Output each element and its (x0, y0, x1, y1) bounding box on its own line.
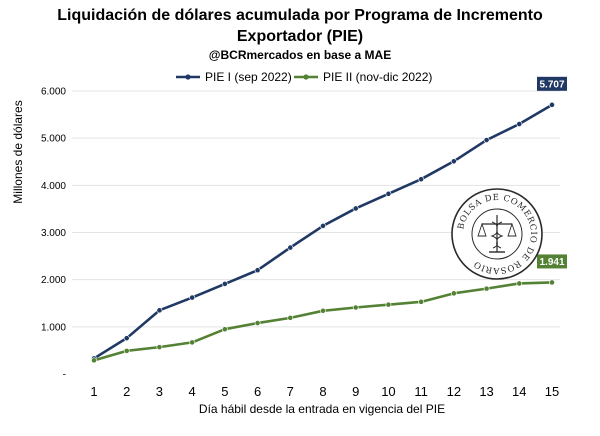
bcr-seal-logo: BOLSA DE COMERCIO DE ROSARIO (451, 188, 543, 280)
data-point (91, 357, 97, 364)
data-point (320, 307, 326, 314)
y-tick-label: - (63, 370, 66, 381)
series-layer: 5.707 1.941 (91, 76, 567, 364)
data-point (287, 314, 294, 321)
chart-title-line1: Liquidación de dólares acumulada por Pro… (57, 7, 543, 24)
data-point (320, 222, 326, 229)
data-point (549, 101, 555, 108)
data-point (287, 244, 294, 251)
legend-swatch-marker (303, 74, 309, 80)
y-tick-label: 5.000 (41, 134, 66, 145)
x-tick-label: 12 (447, 384, 461, 399)
y-tick-label: 4.000 (41, 181, 66, 192)
data-point (450, 290, 457, 297)
data-point (352, 304, 359, 311)
chart-subtitle: @BCRmercados en base a MAE (208, 48, 392, 62)
x-tick-label: 6 (254, 384, 261, 399)
y-axis-label: Millones de dólares (11, 100, 25, 203)
x-tick-label: 5 (221, 384, 228, 399)
data-point (385, 301, 392, 308)
data-point (450, 158, 457, 165)
x-tick-label: 9 (352, 384, 359, 399)
gridlines (72, 90, 560, 328)
legend-label: PIE II (nov-dic 2022) (323, 70, 432, 84)
x-axis-ticks: 1 2 3 4 5 6 7 8 9 10 11 12 13 14 15 (90, 384, 559, 399)
y-tick-label: 2.000 (41, 275, 66, 286)
x-axis-label: Día hábil desde la entrada en vigencia d… (199, 402, 445, 416)
legend-swatch-marker (185, 74, 191, 80)
x-tick-label: 13 (479, 384, 493, 399)
x-tick-label: 8 (319, 384, 326, 399)
data-point (156, 344, 163, 351)
end-data-label: 5.707 (539, 79, 564, 90)
data-point (352, 205, 359, 212)
data-point (189, 294, 196, 301)
data-point (156, 307, 163, 314)
data-point (549, 279, 555, 286)
end-data-label: 1.941 (539, 257, 564, 268)
x-tick-label: 15 (545, 384, 559, 399)
data-point (483, 137, 490, 143)
data-point (189, 339, 196, 346)
chart-title-line2: Exportador (PIE) (236, 28, 364, 45)
y-tick-label: 6.000 (41, 87, 66, 98)
x-tick-label: 2 (123, 384, 130, 399)
data-point (418, 176, 425, 183)
x-tick-label: 7 (287, 384, 294, 399)
legend: PIE I (sep 2022) PIE II (nov-dic 2022) (176, 70, 432, 84)
data-point (123, 335, 130, 342)
data-point (418, 298, 425, 305)
data-point (123, 347, 130, 354)
data-point (483, 285, 490, 292)
y-tick-label: 1.000 (41, 322, 66, 333)
x-tick-label: 11 (414, 384, 428, 399)
data-point (385, 190, 392, 197)
data-point (516, 121, 523, 127)
data-point (254, 267, 261, 274)
x-tick-label: 1 (90, 384, 97, 399)
data-point (221, 326, 228, 333)
y-axis-ticks: - 1.000 2.000 3.000 4.000 5.000 6.000 (41, 87, 66, 381)
x-tick-label: 14 (512, 384, 526, 399)
data-point (221, 281, 228, 287)
x-tick-label: 3 (156, 384, 163, 399)
x-tick-label: 10 (381, 384, 395, 399)
end-label-box (537, 254, 567, 269)
x-tick-label: 4 (189, 384, 196, 399)
end-label-box (537, 76, 567, 91)
series-line (93, 281, 553, 362)
data-point (254, 320, 261, 326)
legend-label: PIE I (sep 2022) (205, 70, 292, 84)
y-tick-label: 3.000 (41, 228, 66, 239)
data-point (516, 280, 523, 287)
